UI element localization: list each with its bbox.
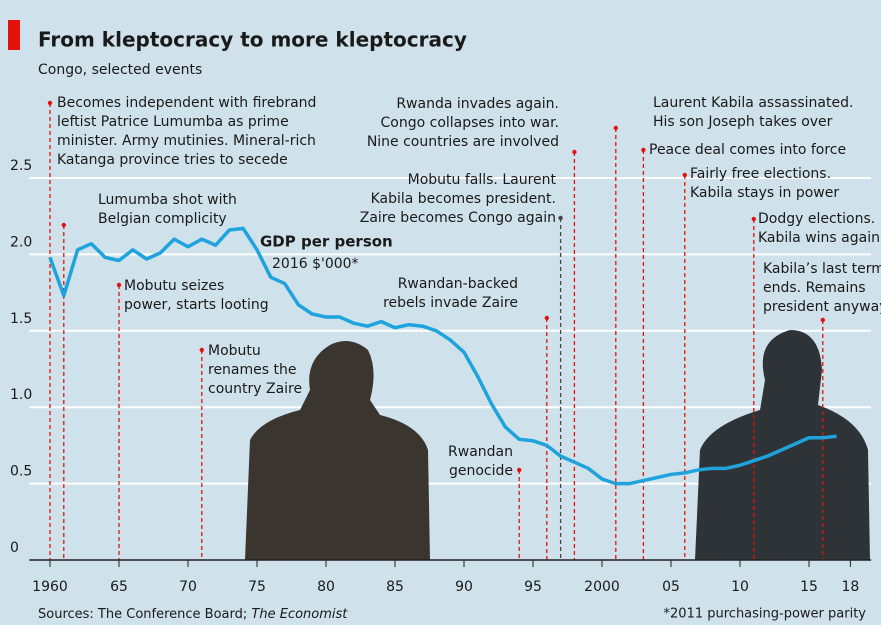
- chart-title: From kleptocracy to more kleptocracy: [38, 28, 467, 52]
- event-text: leftist Patrice Lumumba as prime: [57, 114, 289, 130]
- event-text: genocide: [449, 463, 513, 479]
- x-tick-label: 95: [524, 579, 542, 595]
- event-text: Kabila’s last term: [763, 261, 881, 277]
- event-dot: [751, 216, 756, 222]
- x-tick-label: 05: [662, 579, 680, 595]
- event-text: Katanga province tries to secede: [57, 152, 288, 168]
- event-text: Zaire becomes Congo again: [360, 210, 556, 226]
- event-text: ends. Remains: [763, 280, 866, 296]
- source: Sources: The Conference Board; The Econo…: [38, 607, 348, 622]
- photos: [245, 330, 870, 560]
- event-text: Mobutu: [208, 343, 261, 359]
- event-text: Nine countries are involved: [367, 134, 559, 150]
- y-tick-label: 1.0: [10, 387, 32, 403]
- x-tick-label: 2000: [584, 579, 620, 595]
- x-tick-label: 10: [731, 579, 749, 595]
- source-italic: The Economist: [251, 607, 348, 622]
- event-text: rebels invade Zaire: [383, 295, 518, 311]
- event-text: His son Joseph takes over: [653, 114, 833, 130]
- event-dot: [199, 347, 204, 353]
- event-text: president anyway: [763, 299, 881, 315]
- event-text: Dodgy elections.: [758, 211, 875, 227]
- event-dot: [558, 215, 563, 221]
- x-tick-label: 70: [179, 579, 197, 595]
- x-tick-label: 90: [455, 579, 473, 595]
- event-text: Rwandan-backed: [398, 276, 518, 292]
- event-dot: [572, 149, 577, 155]
- event-dot: [517, 467, 522, 473]
- event-dot: [682, 172, 687, 178]
- event-dot: [47, 100, 53, 106]
- series-label: GDP per person: [260, 233, 393, 251]
- event-text: Peace deal comes into force: [649, 142, 846, 158]
- event-text: Mobutu seizes: [124, 278, 224, 294]
- event-text: Fairly free elections.: [690, 166, 831, 182]
- portrait-kabila: [695, 330, 870, 560]
- event-dot: [820, 317, 825, 323]
- event-dot: [613, 125, 618, 131]
- event-text: Becomes independent with firebrand: [57, 95, 316, 111]
- event-dot: [544, 315, 549, 321]
- source-text: Sources: The Conference Board;: [38, 607, 251, 622]
- event-text: power, starts looting: [124, 297, 269, 313]
- event-dot: [116, 282, 122, 288]
- y-tick-label: 0.5: [10, 464, 32, 480]
- event-text: Belgian complicity: [98, 211, 227, 227]
- gdp-line: [48, 226, 837, 486]
- x-tick-label: 80: [317, 579, 335, 595]
- event-text: Mobutu falls. Laurent: [408, 172, 557, 188]
- y-tick-label: 2.0: [10, 234, 32, 250]
- y-tick-label: 1.5: [10, 311, 32, 327]
- event-dot: [61, 222, 66, 228]
- event-text: Kabila stays in power: [690, 185, 839, 201]
- x-tick-label: 18: [841, 579, 859, 595]
- chart-subtitle: Congo, selected events: [38, 62, 202, 78]
- series-unit: 2016 $'000*: [272, 256, 359, 272]
- x-tick-label: 1960: [32, 579, 68, 595]
- x-tick-label: 75: [248, 579, 266, 595]
- x-tick-label: 65: [110, 579, 128, 595]
- x-tick-label: 15: [800, 579, 818, 595]
- y-tick-label: 0: [10, 540, 19, 556]
- event-text: Congo collapses into war.: [381, 115, 560, 131]
- x-tick-label: 85: [386, 579, 404, 595]
- event-text: minister. Army mutinies. Mineral-rich: [57, 133, 316, 149]
- title-accent: [8, 20, 20, 50]
- portrait-mobutu: [245, 341, 430, 560]
- event-text: Kabila becomes president.: [371, 191, 556, 207]
- footnote: *2011 purchasing-power parity: [664, 607, 867, 622]
- event-text: Laurent Kabila assassinated.: [653, 95, 853, 111]
- event-text: Rwanda invades again.: [396, 96, 559, 112]
- event-text: Kabila wins again: [758, 230, 880, 246]
- y-tick-label: 2.5: [10, 158, 32, 174]
- event-dot: [641, 147, 646, 153]
- event-text: Lumumba shot with: [98, 192, 237, 208]
- event-text: Rwandan: [448, 444, 513, 460]
- event-text: country Zaire: [208, 381, 302, 397]
- event-text: renames the: [208, 362, 296, 378]
